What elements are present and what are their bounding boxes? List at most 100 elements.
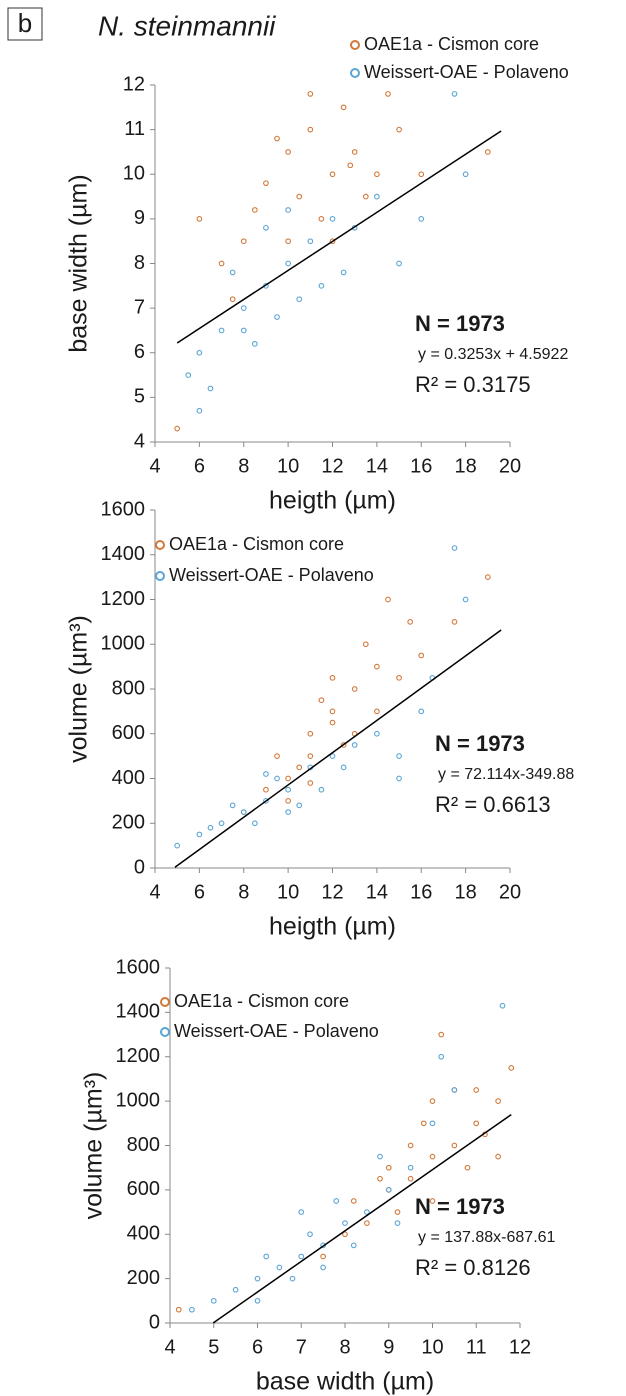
data-point [298, 1253, 305, 1260]
data-point [307, 91, 314, 97]
y-tick-label: 1000 [116, 1089, 161, 1111]
data-point [362, 641, 369, 648]
legend-marker [350, 68, 360, 78]
data-point [385, 91, 391, 97]
data-point [462, 171, 469, 178]
data-point [473, 1120, 480, 1127]
data-point [429, 1153, 436, 1160]
x-tick-label: 18 [455, 455, 477, 477]
data-point [329, 171, 336, 178]
data-point [418, 216, 425, 222]
data-point [285, 149, 291, 155]
data-point [364, 1209, 370, 1215]
data-point [307, 238, 314, 245]
data-point [196, 216, 203, 222]
y-tick-label: 600 [127, 1178, 160, 1200]
x-tick-label: 12 [321, 881, 343, 903]
data-point [289, 1275, 296, 1282]
data-point [196, 349, 203, 356]
data-point [451, 619, 458, 625]
legend-label: Weissert-OAE - Polaveno [364, 62, 569, 82]
data-point [495, 1153, 501, 1160]
data-point [350, 1242, 357, 1249]
data-point [407, 1142, 414, 1149]
data-point [429, 1120, 436, 1127]
x-axis-label: base width (µm) [256, 1368, 434, 1396]
data-point [340, 764, 347, 771]
data-point [351, 686, 358, 692]
legend-label: Weissert-OAE - Polaveno [174, 1021, 379, 1041]
x-tick-label: 16 [410, 881, 432, 903]
n-label: N = 1973 [415, 1194, 505, 1219]
x-tick-label: 12 [509, 1336, 531, 1358]
data-point [251, 340, 258, 347]
x-tick-label: 6 [252, 1336, 263, 1358]
x-tick-label: 8 [339, 1336, 350, 1358]
y-tick-label: 800 [127, 1134, 160, 1156]
data-point [274, 775, 280, 782]
data-point [329, 238, 336, 245]
x-tick-label: 12 [321, 455, 343, 477]
data-point [263, 224, 269, 231]
data-point [254, 1297, 261, 1304]
y-tick-label: 400 [127, 1223, 160, 1245]
y-tick-label: 12 [123, 73, 145, 95]
x-tick-label: 20 [499, 881, 521, 903]
x-tick-label: 6 [194, 881, 205, 903]
data-point [296, 802, 303, 809]
legend-marker [350, 40, 360, 50]
trend-line [212, 1113, 512, 1324]
data-point [451, 545, 458, 551]
data-point [407, 1175, 414, 1182]
data-point [462, 596, 469, 603]
data-point [329, 674, 336, 681]
y-tick-label: 600 [112, 722, 145, 744]
data-point [229, 296, 236, 303]
trend-line [176, 130, 502, 344]
data-point [396, 674, 402, 681]
data-point [240, 305, 247, 311]
data-point [274, 753, 280, 759]
n-label: N = 1973 [415, 311, 505, 336]
x-axis-label: heigth (µm) [269, 487, 396, 515]
x-tick-label: 6 [194, 455, 205, 477]
y-tick-label: 1000 [101, 633, 146, 655]
y-tick-label: 400 [112, 767, 145, 789]
data-point [451, 1087, 458, 1093]
data-point [451, 1142, 458, 1149]
r-squared: R² = 0.6613 [435, 792, 551, 817]
r-squared: R² = 0.8126 [415, 1255, 531, 1280]
data-point [418, 171, 425, 178]
data-point [420, 1120, 427, 1127]
data-point [263, 1253, 270, 1260]
data-point [418, 652, 425, 659]
data-point [329, 753, 336, 759]
data-point [342, 1231, 348, 1238]
x-tick-label: 8 [238, 455, 249, 477]
data-point [374, 708, 380, 715]
data-point [473, 1087, 480, 1093]
data-point [307, 753, 314, 759]
equation: y = 0.3253x + 4.5922 [418, 346, 568, 363]
n-label: N = 1973 [435, 731, 525, 756]
data-point [307, 126, 314, 133]
data-point [396, 753, 402, 759]
y-tick-label: 1400 [101, 543, 146, 565]
legend-marker [155, 540, 165, 550]
x-tick-label: 20 [499, 455, 521, 477]
data-point [318, 216, 325, 222]
data-point [307, 780, 314, 786]
data-point [274, 135, 280, 142]
data-point [285, 798, 291, 804]
data-point [364, 1220, 370, 1227]
y-tick-label: 1400 [116, 1001, 161, 1023]
legend-marker [155, 571, 165, 581]
data-point [229, 269, 236, 276]
data-point [263, 771, 269, 777]
data-point [240, 809, 247, 815]
y-tick-label: 1200 [116, 1045, 161, 1067]
data-point [464, 1164, 471, 1171]
data-point [174, 425, 181, 432]
x-tick-label: 11 [466, 1336, 487, 1358]
